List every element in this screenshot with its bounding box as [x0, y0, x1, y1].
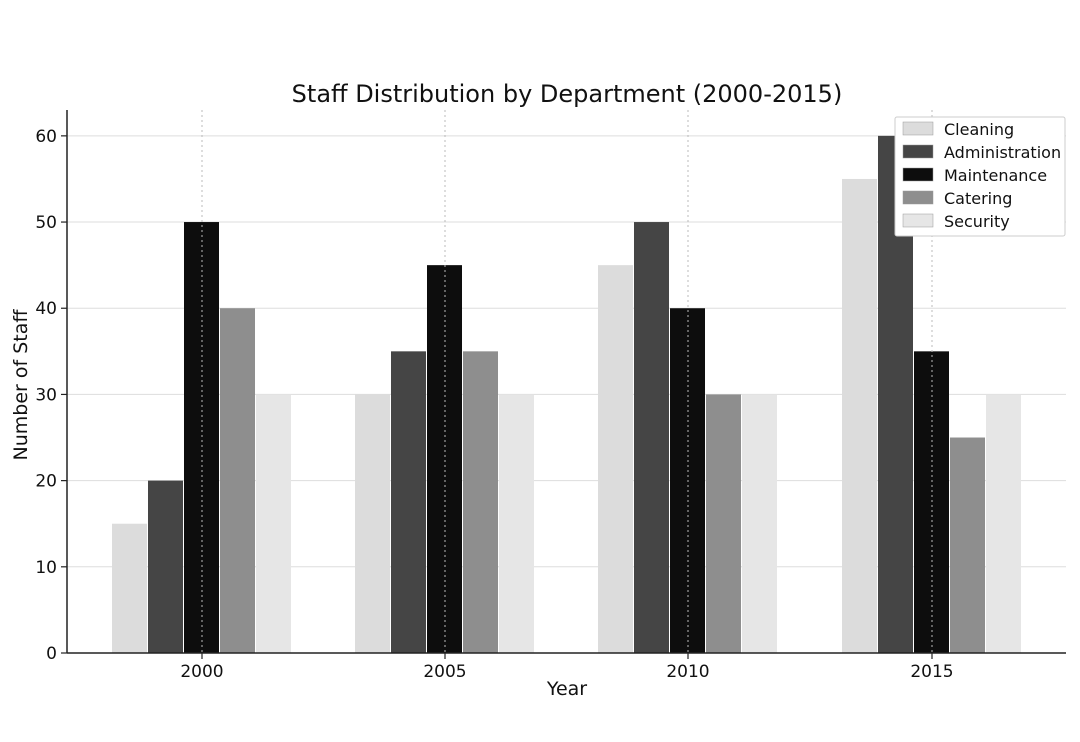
bar-cleaning-2005 — [355, 394, 390, 653]
x-tick-label: 2005 — [423, 662, 466, 682]
legend-swatch-administration — [902, 144, 934, 159]
y-ticks: 0 10 20 30 40 50 60 — [35, 127, 67, 664]
chart-title: Staff Distribution by Department (2000-2… — [292, 80, 843, 108]
y-tick-label: 0 — [46, 644, 57, 664]
legend-label-maintenance: Maintenance — [944, 166, 1047, 185]
x-tick-label: 2000 — [180, 662, 223, 682]
bar-maintenance-2005 — [427, 265, 462, 653]
legend-label-catering: Catering — [944, 189, 1012, 208]
bar-catering-2005 — [463, 351, 498, 653]
bar-administration-2010 — [634, 222, 669, 654]
bar-security-2010 — [742, 394, 777, 653]
x-tick-label: 2010 — [666, 662, 709, 682]
bar-catering-2000 — [220, 308, 255, 653]
legend-box — [894, 116, 1066, 237]
bar-administration-2000 — [148, 480, 183, 653]
legend-swatch-security — [902, 213, 934, 228]
legend-swatch-maintenance — [902, 167, 934, 182]
legend-label-cleaning: Cleaning — [944, 120, 1014, 139]
y-tick-label: 20 — [35, 472, 57, 492]
bar-catering-2010 — [706, 394, 741, 653]
y-tick-label: 30 — [35, 385, 57, 405]
y-tick-label: 40 — [35, 299, 57, 319]
y-tick-label: 10 — [35, 558, 57, 578]
legend-label-security: Security — [944, 212, 1010, 231]
bar-cleaning-2015 — [842, 178, 877, 653]
x-tick-label: 2015 — [910, 662, 953, 682]
bar-security-2005 — [499, 394, 534, 653]
bar-security-2015 — [986, 394, 1021, 653]
bar-administration-2005 — [391, 351, 426, 653]
axes — [66, 110, 1066, 654]
bar-cleaning-2000 — [112, 523, 147, 653]
legend-label-administration: Administration — [944, 143, 1061, 162]
x-ticks: 2000 2005 2010 2015 — [180, 653, 954, 682]
bar-security-2000 — [256, 394, 291, 653]
x-axis-label: Year — [546, 678, 587, 700]
y-tick-label: 60 — [35, 127, 57, 147]
y-axis-label: Number of Staff — [10, 309, 32, 461]
bar-cleaning-2010 — [598, 265, 633, 653]
bar-catering-2015 — [950, 437, 985, 653]
legend-swatch-catering — [902, 190, 934, 205]
y-tick-label: 50 — [35, 213, 57, 233]
legend: Cleaning Administration Maintenance Caterin… — [894, 116, 1066, 237]
legend-swatch-cleaning — [902, 121, 934, 136]
bars — [112, 110, 1021, 654]
